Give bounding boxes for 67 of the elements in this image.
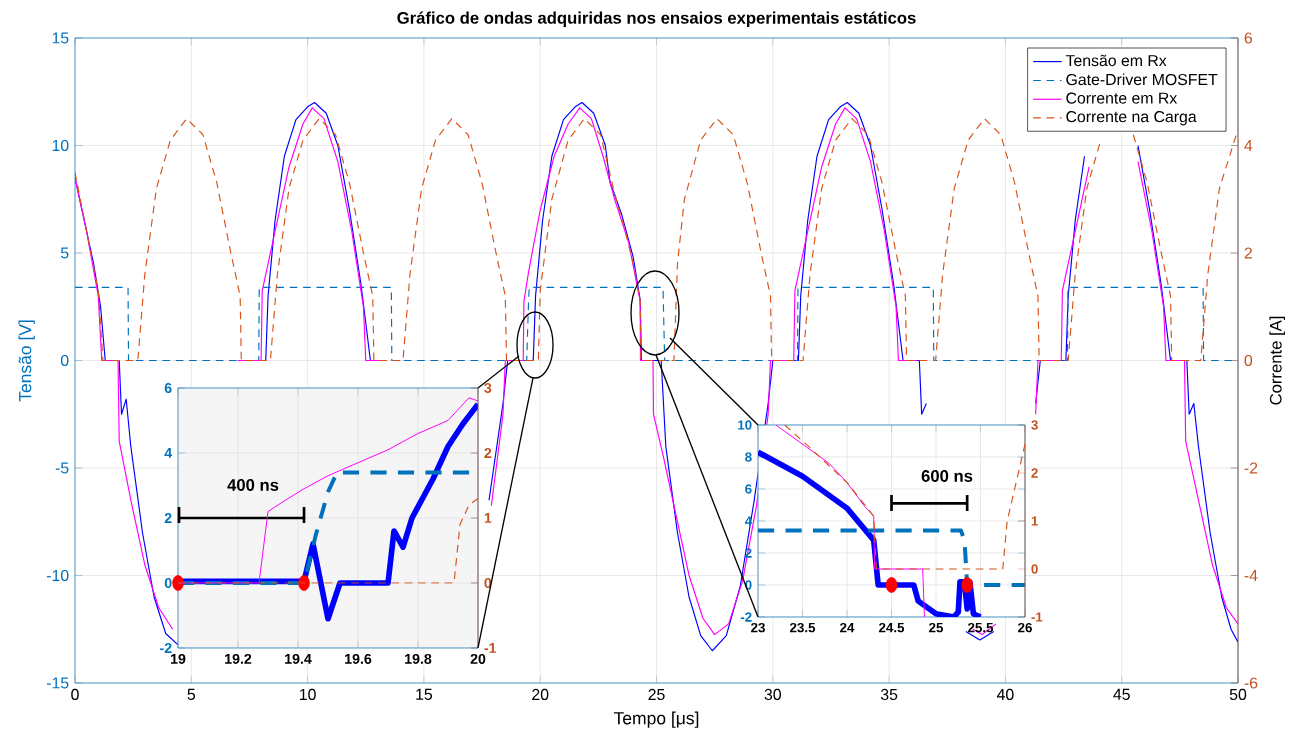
x-tick-label: 19.4: [285, 653, 312, 664]
y-tick-label: -15: [46, 677, 69, 689]
y-tick-label: 6: [745, 484, 752, 494]
y2-tick-label: 4: [1244, 140, 1253, 151]
x-tick-label: 25: [929, 622, 944, 633]
y2-tick-label: 1: [484, 513, 492, 523]
chart-title: Gráfico de ondas adquiridas nos ensaios experimentais estáticos: [397, 11, 916, 28]
annotation: 600 ns: [921, 470, 973, 482]
x-tick-label: 30: [764, 688, 781, 701]
y-tick-label: -5: [55, 462, 69, 474]
y-tick-label: 0: [164, 577, 172, 588]
y-tick-label: 8: [745, 452, 752, 462]
y2-tick-label: 2: [1031, 468, 1038, 478]
x-tick-label: 20: [470, 653, 486, 664]
x-tick-label: 26: [1018, 622, 1032, 633]
y2-tick-label: -1: [1031, 612, 1043, 622]
x-tick-label: 19.8: [405, 653, 432, 664]
y-tick-label: 6: [164, 382, 172, 393]
y2-tick-label: 3: [1031, 420, 1038, 430]
legend-label: Tensão em Rx: [1065, 54, 1167, 67]
y-tick-label: 10: [738, 420, 752, 430]
y-tick-label: -2: [740, 612, 752, 622]
x-tick-label: 24: [840, 622, 855, 633]
y-tick-label: -10: [46, 569, 69, 582]
y-tick-label: -2: [160, 643, 172, 653]
y2-tick-label: -4: [1244, 570, 1258, 581]
x-tick-label: 19: [171, 653, 186, 664]
y2-axis-title: Corrente [A]: [1269, 316, 1285, 405]
x-tick-label: 25: [648, 688, 665, 701]
y2-tick-label: 2: [1244, 247, 1252, 259]
x-tick-label: 19.6: [345, 653, 372, 664]
y2-tick-label: 0: [484, 577, 492, 588]
annotation: 400 ns: [227, 479, 279, 491]
x-tick-label: 23: [751, 622, 765, 633]
x-tick-label: 40: [996, 688, 1014, 701]
x-tick-label: 10: [300, 688, 316, 701]
y-tick-label: 0: [60, 354, 69, 367]
y-tick-label: 2: [164, 513, 172, 523]
legend-label: Corrente em Rx: [1066, 92, 1178, 104]
y2-tick-label: 0: [1031, 564, 1038, 574]
y-tick-label: 15: [52, 32, 69, 44]
legend-label: Gate-Driver MOSFET: [1066, 73, 1218, 86]
y-axis-title: Tensão [V]: [18, 320, 35, 402]
y2-tick-label: 3: [484, 382, 492, 394]
y2-tick-label: -1: [484, 643, 497, 653]
y-tick-label: 4: [164, 448, 173, 458]
x-tick-label: 25.5: [968, 622, 994, 633]
y2-tick-label: -2: [1244, 462, 1258, 474]
y2-tick-label: -6: [1244, 677, 1258, 689]
y2-tick-label: 0: [1244, 354, 1253, 367]
y-tick-label: 5: [60, 247, 69, 259]
y2-tick-label: 1: [1031, 516, 1038, 526]
x-tick-label: 0: [71, 688, 79, 701]
x-axis-title: Tempo [μs]: [613, 711, 699, 728]
x-tick-label: 45: [1113, 688, 1130, 700]
x-tick-label: 24.5: [879, 622, 905, 633]
x-tick-label: 15: [416, 688, 433, 700]
x-tick-label: 50: [1229, 688, 1247, 701]
x-tick-label: 19.2: [225, 653, 252, 664]
y2-tick-label: 6: [1244, 32, 1252, 44]
x-tick-label: 35: [880, 688, 898, 701]
legend-label: Corrente na Carga: [1066, 111, 1197, 126]
x-tick-label: 5: [187, 688, 196, 700]
y2-tick-label: 2: [484, 448, 492, 458]
x-tick-label: 23.5: [790, 622, 816, 633]
x-tick-label: 20: [532, 688, 549, 701]
y-tick-label: 10: [52, 139, 69, 152]
